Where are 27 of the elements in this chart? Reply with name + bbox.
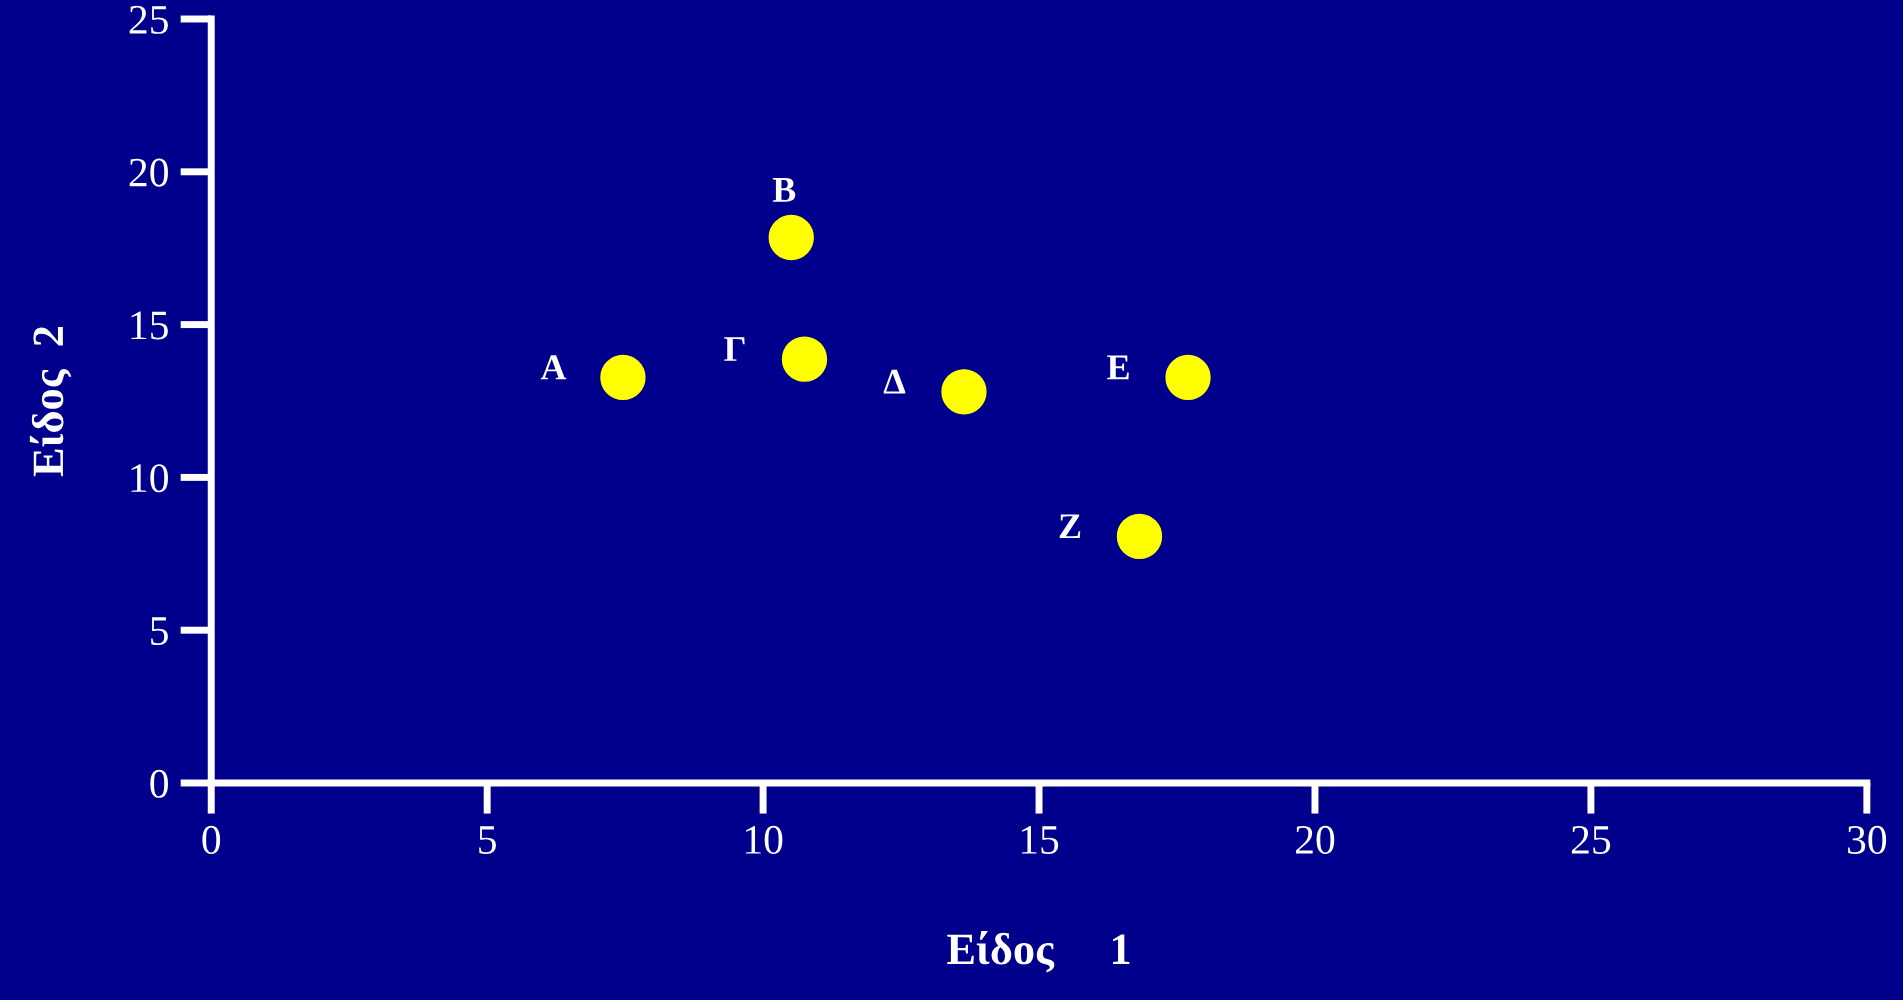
annotation: Ε	[1107, 355, 1129, 380]
annotation: Ζ	[1059, 514, 1081, 539]
x-tick-label: 15	[1021, 826, 1059, 854]
x-tick-label: 5	[479, 826, 496, 854]
x-tick-label: 10	[745, 825, 783, 854]
x-tick-label: 30	[1848, 825, 1887, 854]
y-axis-title: Είδος 2	[29, 326, 72, 477]
x-axis-title: Είδος 1	[947, 930, 1130, 973]
y-tick-label: 10	[131, 464, 168, 493]
y-tick-label: 20	[129, 158, 168, 187]
annotation: Α	[540, 355, 567, 380]
x-tick-label: 25	[1571, 825, 1611, 854]
y-tick-label: 0	[150, 769, 168, 798]
point	[1116, 513, 1163, 560]
x-tick-label: 0	[202, 825, 221, 854]
y-tick-label: 5	[151, 617, 168, 646]
annotation: Γ	[724, 337, 745, 361]
y-tick-label: 25	[129, 5, 168, 34]
x-tick-label: 20	[1295, 825, 1335, 854]
point	[941, 369, 987, 415]
point	[781, 336, 828, 382]
point	[600, 354, 646, 401]
point	[1165, 354, 1211, 401]
y-tick-label: 15	[131, 311, 168, 340]
point	[768, 214, 814, 261]
annotation: Δ	[883, 369, 906, 394]
annotation: Β	[772, 178, 796, 202]
